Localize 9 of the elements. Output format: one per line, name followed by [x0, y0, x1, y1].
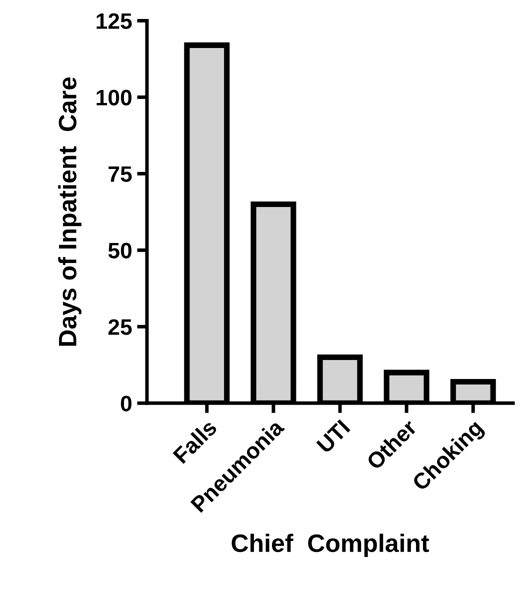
x-tick-label: UTI — [316, 419, 350, 454]
y-tick-label: 75 — [108, 166, 132, 182]
y-tick-label: 100 — [96, 90, 132, 106]
y-tick-label: 25 — [108, 319, 132, 335]
y-tick-label: 50 — [108, 242, 132, 258]
x-axis-title: Chief Complaint — [232, 534, 430, 558]
y-axis-title: Days of Inpatient Care — [58, 77, 82, 346]
y-tick-label: 0 — [120, 396, 132, 412]
y-tick-label: 125 — [96, 13, 132, 29]
